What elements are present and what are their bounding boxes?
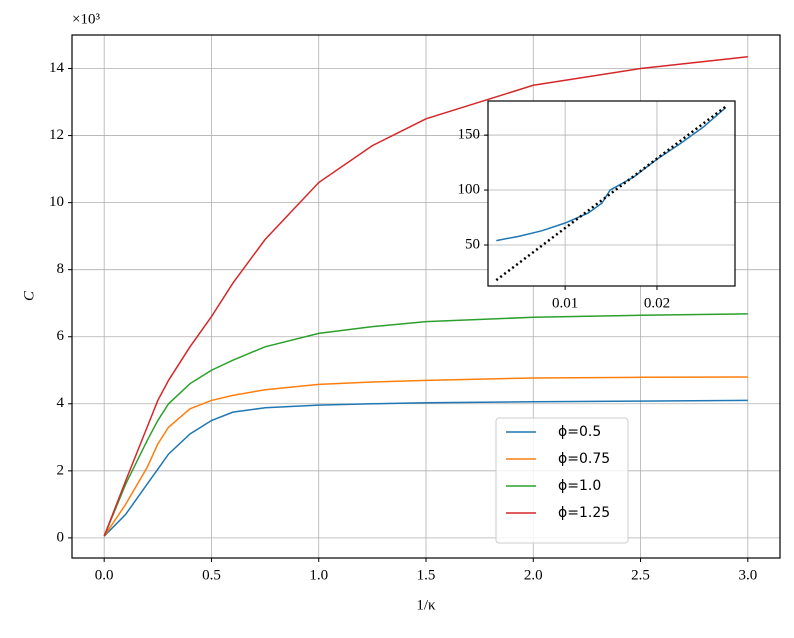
legend-label: ϕ=1.25 [558, 505, 610, 521]
y-tick-label: 150 [458, 127, 481, 143]
x-axis-label: 1/κ [416, 597, 436, 613]
y-tick-label: 8 [57, 261, 65, 277]
legend: ϕ=0.5 ϕ=0.75 ϕ=1.0 ϕ=1.25 [495, 417, 629, 544]
plot-frame [71, 34, 781, 559]
x-tick-label: 2.0 [524, 567, 543, 583]
data-line [496, 107, 727, 242]
y-tick-label: 4 [57, 395, 65, 411]
x-tick-label: 3.0 [738, 567, 757, 583]
legend-label: ϕ=1.0 [558, 478, 601, 494]
y-tick-label: 6 [57, 328, 65, 344]
data-line [103, 56, 748, 537]
y-tick-label: 10 [49, 194, 64, 210]
plot-frame [487, 100, 736, 287]
legend-label: ϕ=0.75 [558, 451, 610, 467]
y-tick-label: 12 [49, 127, 64, 143]
y-tick-label: 14 [49, 60, 65, 76]
x-tick-label: 0.5 [202, 567, 221, 583]
legend-frame [495, 417, 629, 544]
y-tick-label: 50 [465, 236, 480, 252]
data-line [103, 399, 748, 537]
y-axis-label: C [21, 290, 37, 301]
x-tick-label: 1.0 [309, 567, 328, 583]
y-tick-label: 0 [57, 529, 65, 545]
y-offset-label: ×10³ [72, 11, 100, 27]
x-tick-label: 0.01 [552, 295, 578, 311]
x-tick-label: 0.0 [95, 567, 114, 583]
y-tick-label: 100 [458, 181, 481, 197]
x-tick-label: 1.5 [417, 567, 436, 583]
data-line [103, 376, 748, 537]
y-tick-label: 2 [57, 462, 65, 478]
x-tick-label: 0.02 [644, 295, 670, 311]
legend-label: ϕ=0.5 [558, 424, 601, 440]
x-tick-label: 2.5 [631, 567, 650, 583]
data-line [103, 313, 748, 537]
